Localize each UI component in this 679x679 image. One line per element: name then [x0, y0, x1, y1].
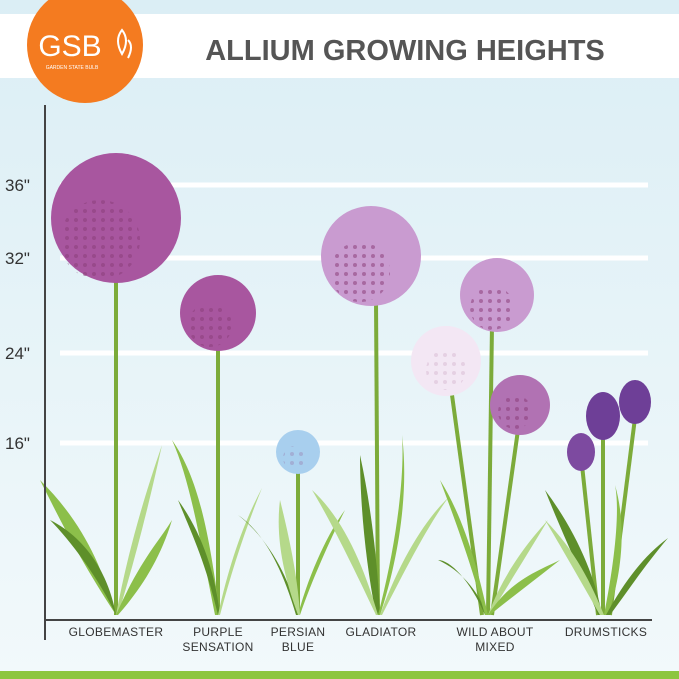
tick-label: 32"	[5, 249, 30, 268]
footer-bar	[0, 671, 679, 679]
plant-label: MIXED	[475, 640, 515, 654]
tick-label: 24"	[5, 344, 30, 363]
plant-label: SENSATION	[182, 640, 253, 654]
plant-label: PURPLE	[193, 625, 243, 639]
plant-label: BLUE	[282, 640, 315, 654]
plant-label: WILD ABOUT	[456, 625, 533, 639]
plants	[40, 153, 668, 616]
logo	[27, 0, 143, 103]
plant-label: DRUMSTICKS	[565, 625, 647, 639]
logo-icon	[117, 28, 132, 59]
plant-label: GLADIATOR	[346, 625, 417, 639]
plant-label: PERSIAN	[271, 625, 326, 639]
title: ALLIUM GROWING HEIGHTS	[205, 35, 605, 67]
tick-label: 16"	[5, 434, 30, 453]
logo-name: GARDEN STATE BULB	[46, 65, 99, 71]
plant-label: GLOBEMASTER	[69, 625, 164, 639]
logo-initials: GSB	[38, 30, 101, 63]
tick-label: 36"	[5, 176, 30, 195]
